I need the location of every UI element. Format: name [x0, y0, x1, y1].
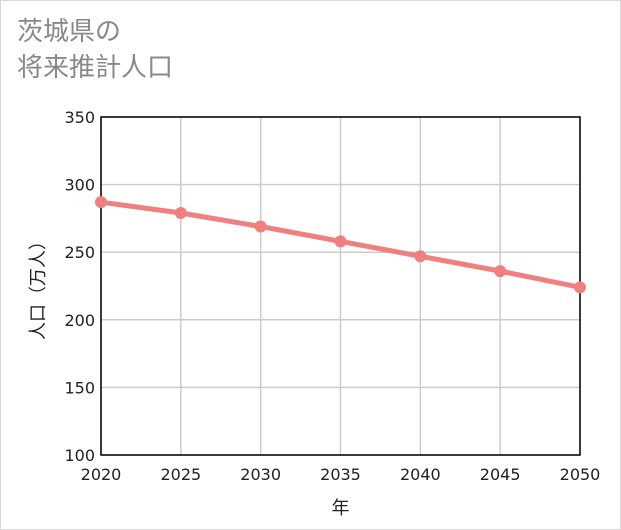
x-tick-label-2040: 2040 — [400, 465, 441, 484]
x-axis-label: 年 — [332, 498, 350, 519]
data-point-2030 — [254, 220, 267, 233]
chart-title: 茨城県の 将来推計人口 — [17, 14, 173, 86]
data-point-2020 — [95, 196, 107, 209]
y-axis-ticks: 100 150 200 250 300 350 — [64, 108, 95, 465]
data-point-2025 — [174, 206, 187, 219]
grid-lines — [100, 116, 581, 456]
y-tick-label-300: 300 — [64, 176, 95, 195]
y-tick-label-100: 100 — [64, 446, 95, 465]
data-point-2045 — [494, 265, 507, 278]
x-tick-label-2025: 2025 — [160, 465, 201, 484]
series-population — [95, 196, 586, 294]
x-tick-label-2030: 2030 — [240, 465, 281, 484]
y-tick-label-150: 150 — [64, 378, 95, 397]
chart-title-line1: 茨城県の — [17, 17, 122, 47]
data-point-2040 — [414, 250, 427, 263]
x-tick-label-2045: 2045 — [480, 465, 521, 484]
y-tick-label-250: 250 — [64, 243, 95, 262]
y-axis-label: 人口（万人） — [28, 232, 49, 340]
chart-title-line2: 将来推計人口 — [17, 53, 174, 83]
x-tick-label-2050: 2050 — [560, 465, 601, 484]
x-axis-ticks: 2020 2025 2030 2035 2040 2045 2050 — [81, 465, 601, 484]
data-point-2050 — [574, 281, 586, 294]
y-tick-label-200: 200 — [64, 311, 95, 330]
data-point-2035 — [334, 235, 347, 248]
x-tick-label-2035: 2035 — [320, 465, 361, 484]
x-tick-label-2020: 2020 — [81, 465, 122, 484]
y-tick-label-350: 350 — [64, 108, 95, 127]
